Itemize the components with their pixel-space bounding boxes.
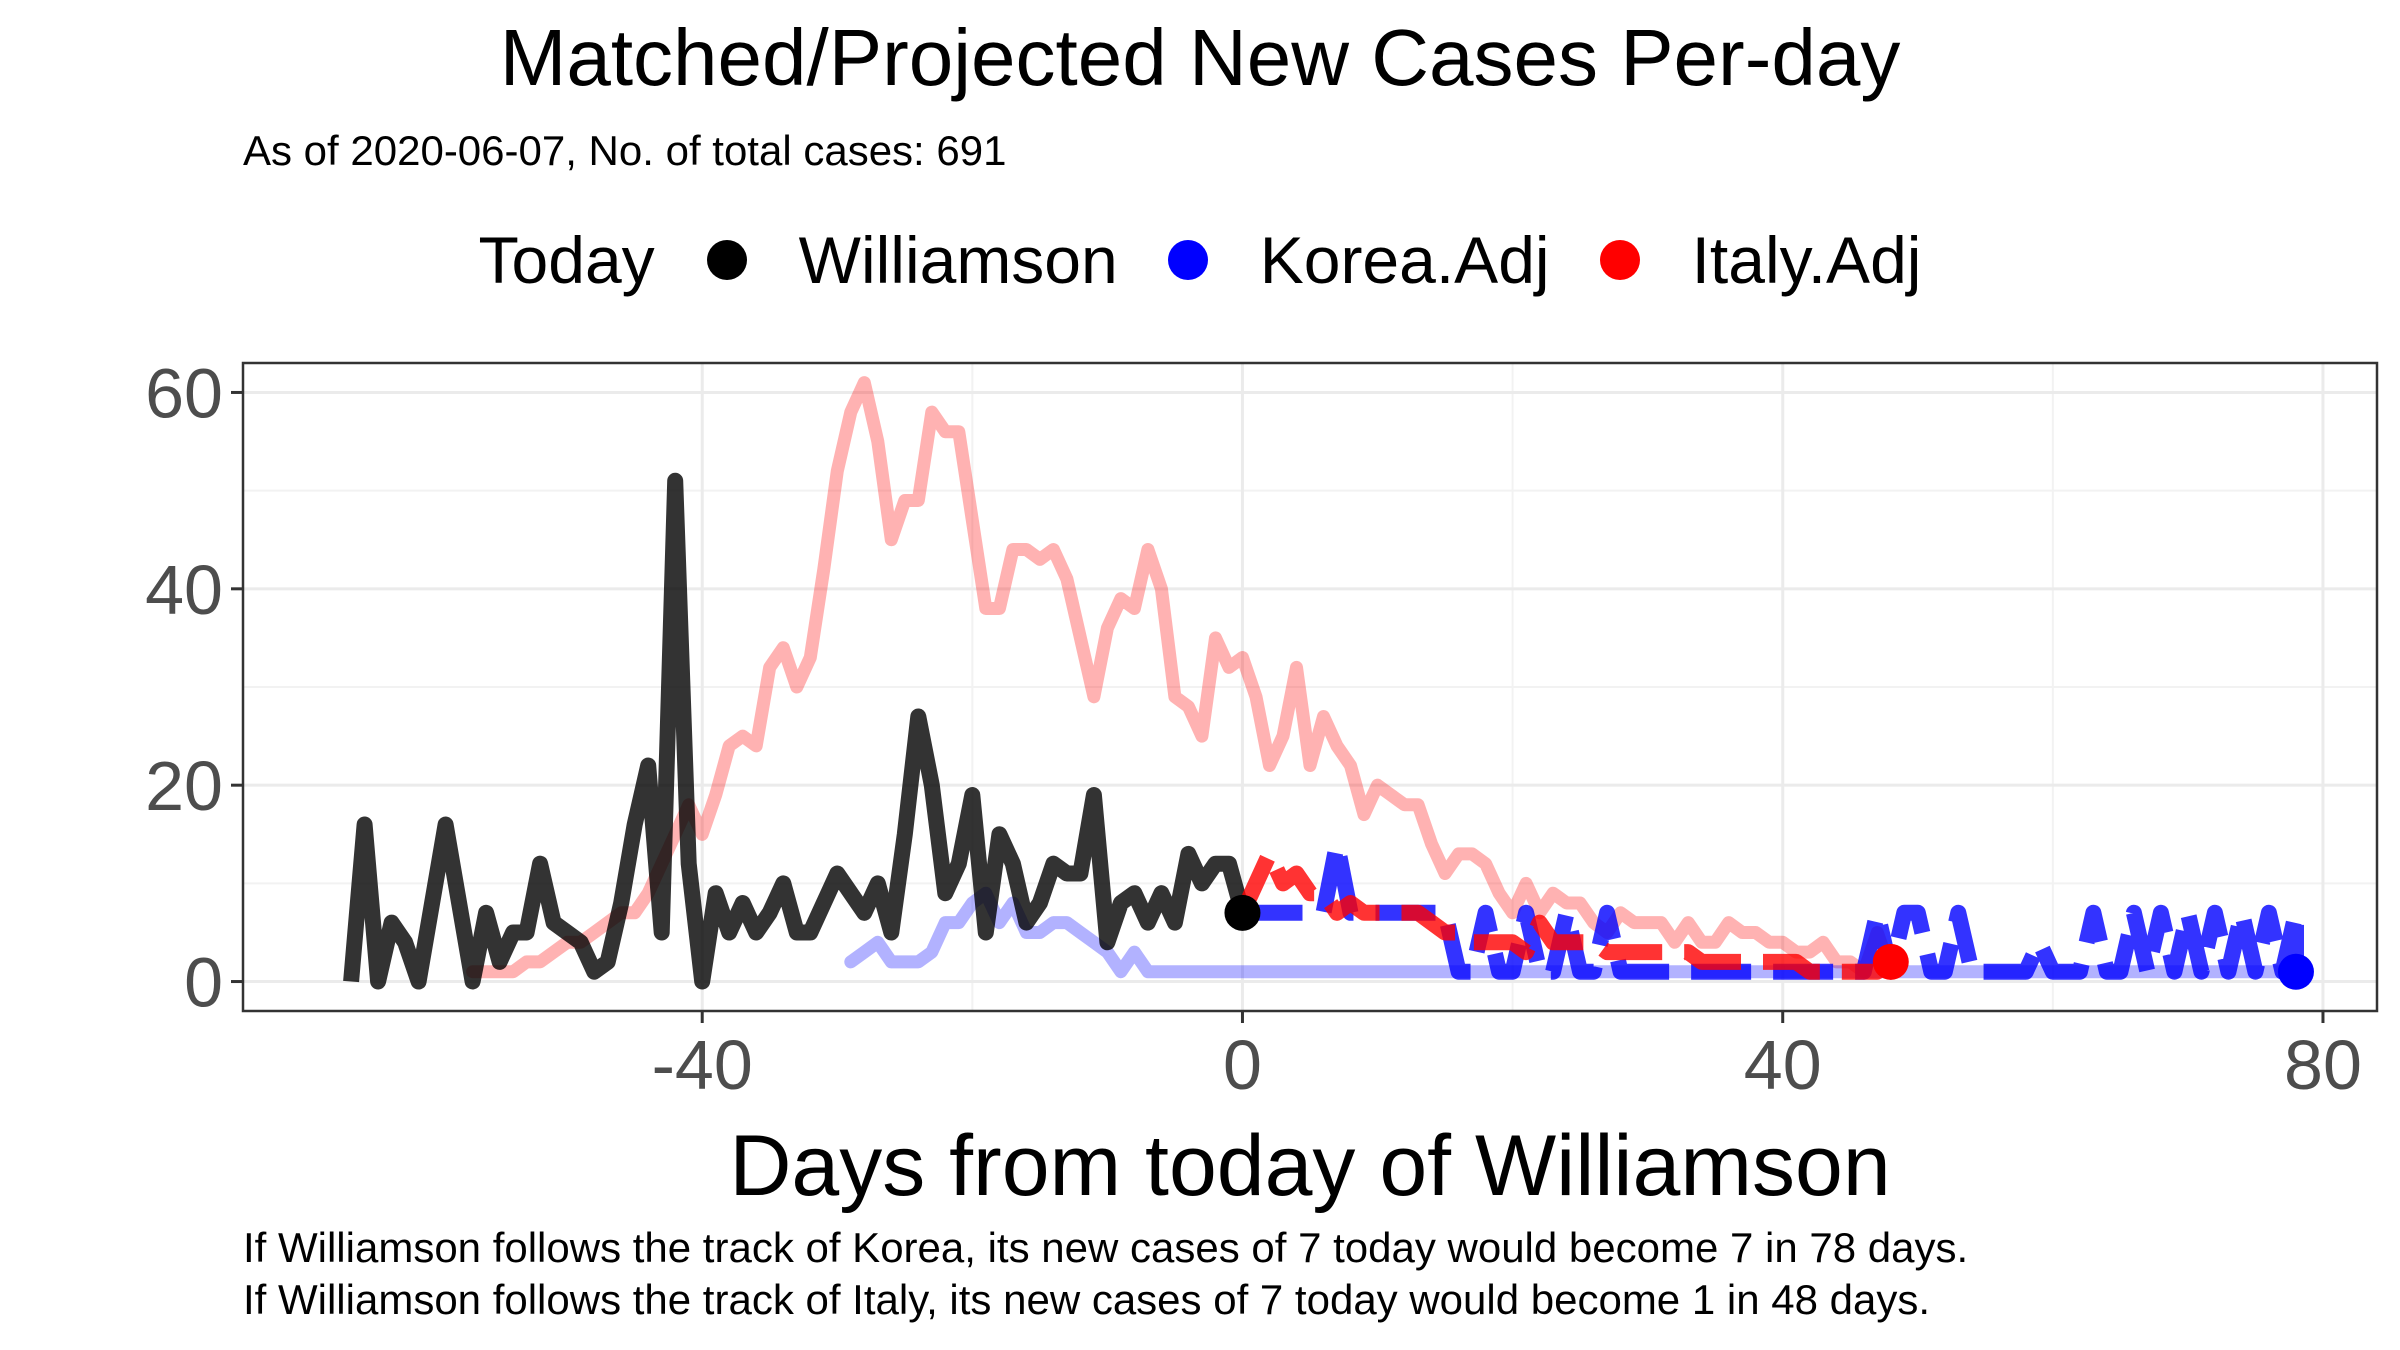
x-axis-title: Days from today of Williamson — [729, 1118, 1890, 1214]
caption-korea: If Williamson follows the track of Korea… — [243, 1224, 1969, 1271]
caption-italy: If Williamson follows the track of Italy… — [243, 1276, 1930, 1323]
series-line-italy-adj-projection — [1235, 845, 1896, 980]
series-line-italy-adj-history — [466, 376, 1898, 979]
legend-dot-italy — [1599, 240, 1640, 280]
y-tick-label: 40 — [145, 551, 223, 629]
x-tick-label: 0 — [1223, 1026, 1262, 1104]
plot-border — [241, 361, 2379, 1013]
legend-item-korea: Korea.Adj — [1167, 222, 1550, 298]
legend-title: Today — [478, 223, 655, 297]
legend-label-italy: Italy.Adj — [1691, 223, 1922, 297]
x-tick-label: 80 — [2284, 1026, 2362, 1104]
legend-label-williamson: Williamson — [798, 223, 1118, 297]
x-tick-label: -40 — [652, 1026, 753, 1104]
legend: Today Williamson Korea.Adj Italy.Adj — [0, 218, 2400, 302]
chart-subtitle: As of 2020-06-07, No. of total cases: 69… — [243, 127, 1007, 174]
caption: If Williamson follows the track of Korea… — [243, 1222, 1968, 1326]
marker-korea-adj — [2277, 953, 2314, 990]
legend-item-williamson: Williamson — [706, 222, 1118, 298]
y-tick-label: 0 — [184, 944, 223, 1022]
legend-dot-korea — [1167, 240, 1208, 280]
y-tick-label: 60 — [145, 354, 223, 432]
legend-label-korea: Korea.Adj — [1259, 223, 1550, 297]
marker-italy-adj — [1872, 943, 1909, 980]
legend-item-italy: Italy.Adj — [1599, 222, 1922, 298]
y-tick-label: 20 — [145, 747, 223, 825]
marker-williamson — [1224, 894, 1261, 931]
series-line-williamson-observed — [343, 472, 1251, 990]
x-tick-label: 40 — [1744, 1026, 1822, 1104]
chart-title: Matched/Projected New Cases Per-day — [499, 13, 1901, 102]
legend-dot-williamson — [706, 240, 747, 280]
